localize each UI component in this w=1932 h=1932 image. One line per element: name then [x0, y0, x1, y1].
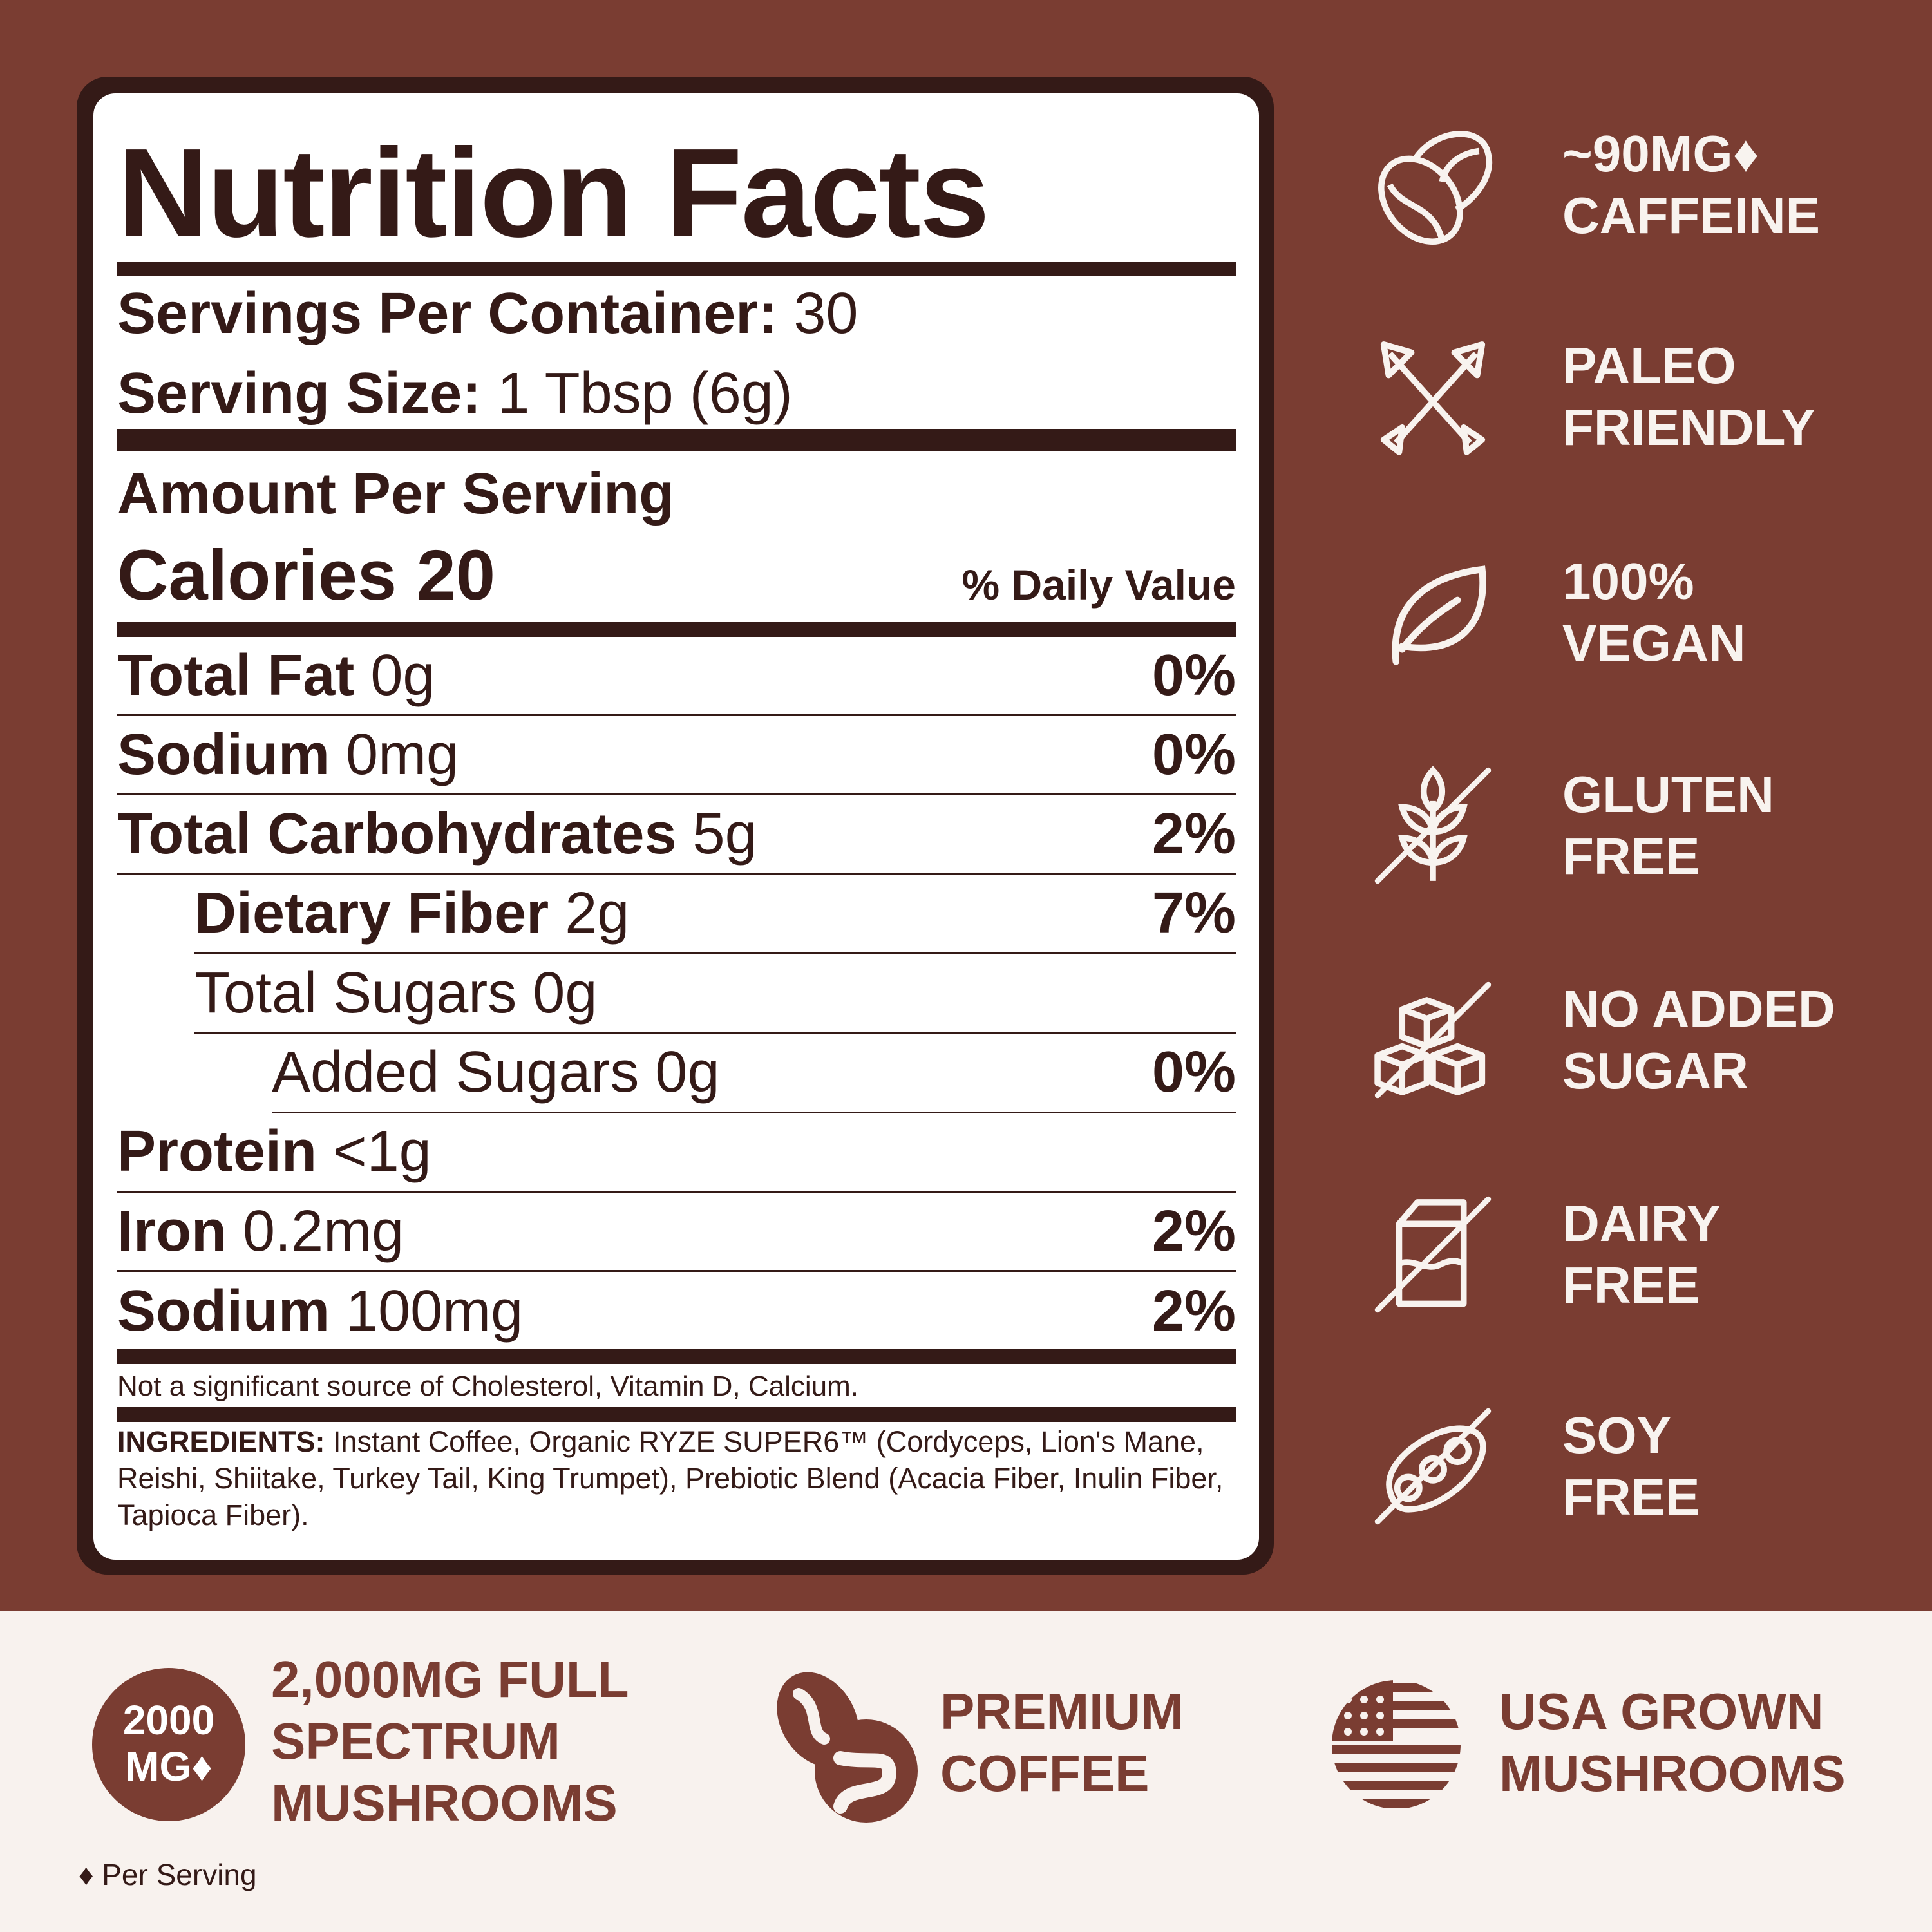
- divider: [117, 262, 1236, 276]
- divider: [117, 1407, 1236, 1422]
- feature-text: PALEO FRIENDLY: [1562, 337, 1815, 456]
- divider: [117, 1349, 1236, 1364]
- nutrient-row: Dietary Fiber 2g 7%: [194, 875, 1236, 954]
- nutrient-label: Sodium 0mg: [117, 722, 459, 787]
- daily-value: 2%: [1151, 802, 1236, 867]
- calories: Calories 20: [117, 536, 496, 615]
- nutrient-row: Total Fat 0g 0%: [117, 637, 1236, 716]
- nutrient-label: Total Sugars 0g: [194, 960, 598, 1025]
- daily-value: 2%: [1151, 1279, 1236, 1344]
- nutrient-label: Iron 0.2mg: [117, 1198, 404, 1264]
- servings-per-container: Servings Per Container: 30: [117, 281, 858, 346]
- nutrient-row: Sodium 100mg 2%: [117, 1272, 1236, 1351]
- daily-value: 0%: [1151, 722, 1236, 787]
- feature-text: 100% VEGAN: [1562, 553, 1746, 672]
- feature-text: GLUTEN FREE: [1562, 766, 1774, 885]
- nutrition-label: [77, 77, 1274, 1575]
- coffee-bean-icon: [1378, 131, 1493, 245]
- usa-grown-text: USA GROWN MUSHROOMS: [1499, 1683, 1846, 1802]
- nutrient-label: Sodium 100mg: [117, 1279, 524, 1344]
- leaf-icon: [1392, 565, 1486, 665]
- nutrient-row: Sodium 0mg 0%: [117, 716, 1236, 796]
- nutrient-row: Total Carbohydrates 5g 2%: [117, 796, 1236, 875]
- feature-text: DAIRY FREE: [1562, 1195, 1721, 1314]
- daily-value: 7%: [1151, 881, 1236, 946]
- ingredients: INGREDIENTS: Instant Coffee, Organic RYZ…: [117, 1425, 1224, 1531]
- nutrient-label: Total Fat 0g: [117, 643, 435, 708]
- footnote: ♦ Per Serving: [79, 1858, 257, 1891]
- wheat-crossed-icon: [1374, 766, 1492, 884]
- coffee-bean-icon: [777, 1672, 918, 1823]
- feature-text: ~90MG♦ CAFFEINE: [1562, 125, 1820, 244]
- feature-sugar-cubes-crossed: NO ADDED SUGAR: [1365, 976, 1919, 1104]
- 2000mg-badge: 2000 MG♦: [92, 1668, 245, 1821]
- nutrient-label: Total Carbohydrates 5g: [117, 802, 757, 867]
- nutrient-label: Protein <1g: [117, 1119, 431, 1184]
- divider: [117, 429, 1236, 451]
- daily-value: 0%: [1151, 1040, 1236, 1104]
- nutrient-row: Total Sugars 0g: [194, 954, 1236, 1034]
- sugar-cubes-crossed-icon: [1374, 981, 1492, 1099]
- nutrient-row: Added Sugars 0g 0%: [272, 1034, 1236, 1113]
- nutrient-row: Protein <1g: [117, 1113, 1236, 1193]
- premium-coffee-text: PREMIUM COFFEE: [940, 1683, 1184, 1802]
- mushrooms-text: 2,000MG FULL SPECTRUM MUSHROOMS: [271, 1651, 629, 1832]
- daily-value: 0%: [1151, 643, 1236, 708]
- nutrient-row: Iron 0.2mg 2%: [117, 1193, 1236, 1273]
- feature-crossed-arrows: PALEO FRIENDLY: [1365, 332, 1919, 461]
- serving-size: Serving Size: 1 Tbsp (6g): [117, 361, 793, 426]
- daily-value-header: % Daily Value: [961, 561, 1236, 609]
- feature-milk-carton-crossed: DAIRY FREE: [1365, 1190, 1919, 1319]
- feature-wheat-crossed: GLUTEN FREE: [1365, 761, 1919, 890]
- feature-text: NO ADDED SUGAR: [1562, 980, 1835, 1099]
- daily-value: 2%: [1151, 1198, 1236, 1264]
- label-title: Nutrition Facts: [117, 122, 990, 263]
- crossed-arrows-icon: [1380, 341, 1486, 455]
- divider: [117, 622, 1236, 637]
- amount-per-serving: Amount Per Serving: [117, 462, 675, 526]
- feature-text: SOY FREE: [1562, 1406, 1700, 1526]
- feature-soybean-crossed: SOY FREE: [1365, 1402, 1919, 1531]
- milk-carton-crossed-icon: [1374, 1196, 1492, 1313]
- note: Not a significant source of Cholesterol,…: [117, 1370, 859, 1402]
- bottom-band: [0, 1611, 1932, 1932]
- soybean-crossed-icon: [1374, 1408, 1492, 1525]
- nutrient-label: Added Sugars 0g: [272, 1040, 720, 1104]
- nutrient-label: Dietary Fiber 2g: [194, 881, 630, 946]
- usa-flag-icon: [1332, 1680, 1461, 1808]
- feature-coffee-bean: ~90MG♦ CAFFEINE: [1365, 120, 1919, 249]
- feature-leaf: 100% VEGAN: [1365, 548, 1919, 677]
